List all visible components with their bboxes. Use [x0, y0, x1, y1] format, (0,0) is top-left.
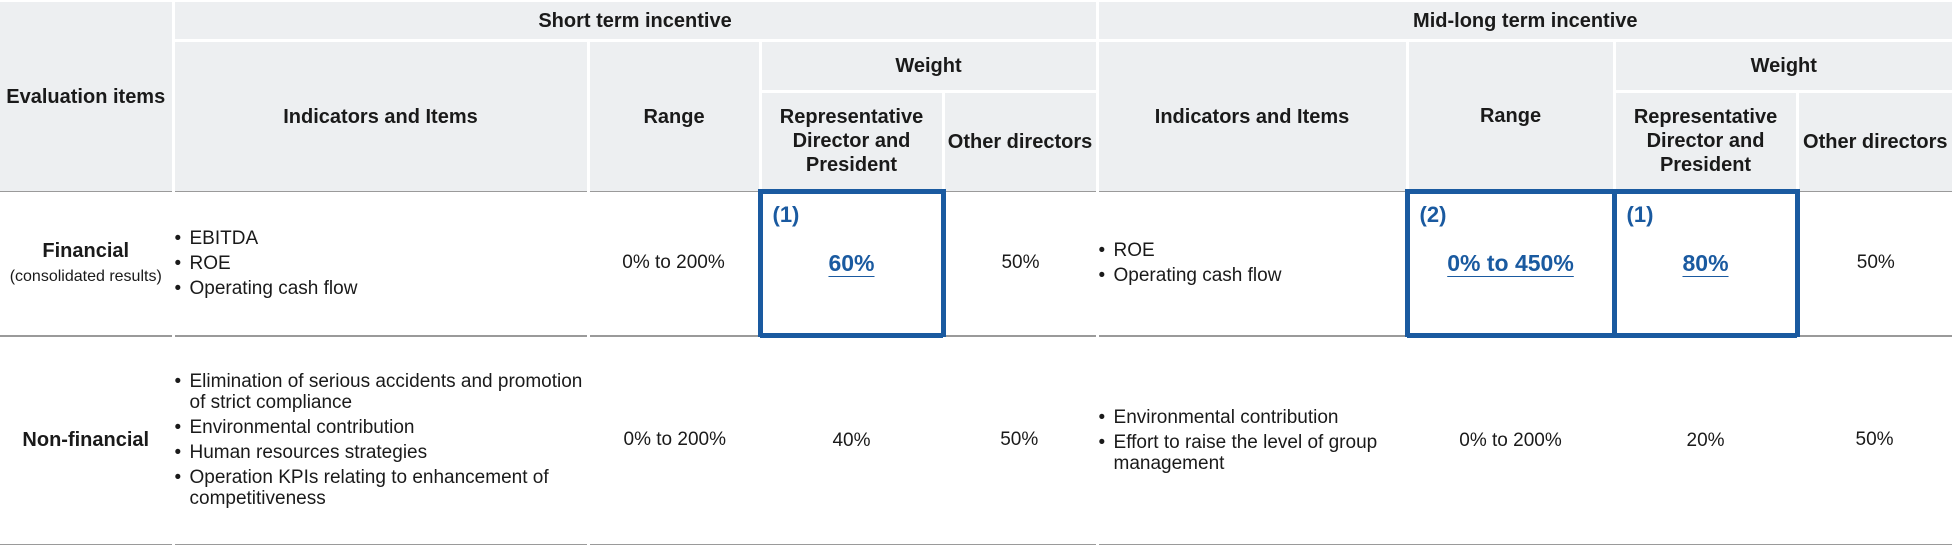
bullet-icon: •	[1098, 240, 1106, 262]
table-row-non-financial: Non-financial • Elimination of serious ac…	[0, 334, 1952, 545]
financial-short-rep-weight-cell: (1) 60%	[757, 189, 946, 338]
list-item: • Environmental contribution	[1098, 406, 1339, 428]
non-financial-mid-other-weight-cell: 50%	[1797, 334, 1952, 545]
list-item: • ROE	[174, 252, 231, 274]
mid-rep-director-header: Representative Director and President	[1612, 90, 1798, 192]
short-rep-director-header: Representative Director and President	[758, 90, 943, 192]
financial-mid-other-weight-cell: 50%	[1797, 191, 1952, 336]
non-financial-label-cell: Non-financial	[0, 334, 173, 545]
non-financial-mid-rep-weight-cell: 20%	[1614, 334, 1798, 545]
note-marker: (2)	[1419, 202, 1447, 227]
financial-label: Financial	[42, 240, 130, 263]
note-marker: (1)	[772, 202, 800, 227]
bullet-icon: •	[1098, 265, 1106, 287]
list-item: • Operating cash flow	[174, 277, 358, 299]
bullet-icon: •	[174, 252, 182, 274]
non-financial-short-other-weight-cell: 50%	[943, 334, 1098, 545]
bullet-icon: •	[174, 371, 182, 393]
non-financial-short-rep-weight-cell: 40%	[760, 334, 943, 545]
non-financial-label: Non-financial	[22, 429, 150, 452]
short-range-header: Range	[586, 39, 760, 192]
non-financial-short-indicators-cell: • Elimination of serious accidents and pr…	[171, 334, 588, 545]
list-item: • Operating cash flow	[1098, 265, 1282, 287]
mid-range-header: Range	[1405, 39, 1615, 192]
list-item: • Environmental contribution	[174, 417, 415, 439]
bullet-icon: •	[174, 227, 182, 249]
list-item: • ROE	[1098, 240, 1155, 262]
short-other-directors-header: Other directors	[941, 90, 1098, 192]
mid-long-term-incentive-header: Mid-long term incentive	[1095, 2, 1952, 41]
bullet-icon: •	[174, 277, 182, 299]
financial-mid-rep-weight-cell: (1) 80%	[1611, 189, 1800, 338]
list-item: • EBITDA	[174, 227, 259, 249]
highlighted-value: 80%	[1682, 250, 1729, 276]
mid-weight-header: Weight	[1612, 39, 1952, 92]
highlighted-value: 0% to 450%	[1447, 250, 1574, 276]
non-financial-mid-indicators-cell: • Environmental contribution • Effort to r…	[1095, 334, 1408, 545]
bullet-icon: •	[174, 417, 182, 439]
bullet-icon: •	[1098, 431, 1106, 453]
table-row-financial: Financial (consolidated results) • EBITDA…	[0, 189, 1952, 338]
short-weight-header: Weight	[758, 39, 1098, 92]
highlighted-value: 60%	[828, 250, 875, 276]
short-indicators-header: Indicators and Items	[171, 39, 588, 192]
mid-other-directors-header: Other directors	[1795, 90, 1952, 192]
financial-short-range-cell: 0% to 200%	[586, 191, 760, 336]
financial-sublabel: (consolidated results)	[9, 268, 162, 286]
non-financial-short-range-cell: 0% to 200%	[586, 334, 760, 545]
list-item: • Elimination of serious accidents and pr…	[174, 371, 583, 414]
financial-short-other-weight-cell: 50%	[943, 191, 1098, 336]
non-financial-mid-range-cell: 0% to 200%	[1407, 334, 1615, 545]
financial-short-indicators-cell: • EBITDA • ROE • Operating cash flow	[171, 191, 588, 336]
list-item: • Operation KPIs relating to enhancement …	[174, 467, 549, 510]
mid-indicators-header: Indicators and Items	[1095, 39, 1408, 192]
bullet-icon: •	[174, 467, 182, 489]
bullet-icon: •	[174, 442, 182, 464]
financial-mid-indicators-cell: • ROE • Operating cash flow	[1095, 191, 1408, 336]
bullet-icon: •	[1098, 406, 1106, 428]
list-item: • Effort to raise the level of group mana…	[1098, 431, 1378, 474]
financial-mid-range-cell: (2) 0% to 450%	[1404, 189, 1617, 338]
evaluation-items-header: Evaluation items	[0, 2, 173, 192]
financial-label-cell: Financial (consolidated results)	[0, 191, 173, 336]
short-term-incentive-header: Short term incentive	[171, 2, 1098, 41]
note-marker: (1)	[1626, 202, 1654, 227]
list-item: • Human resources strategies	[174, 442, 428, 464]
